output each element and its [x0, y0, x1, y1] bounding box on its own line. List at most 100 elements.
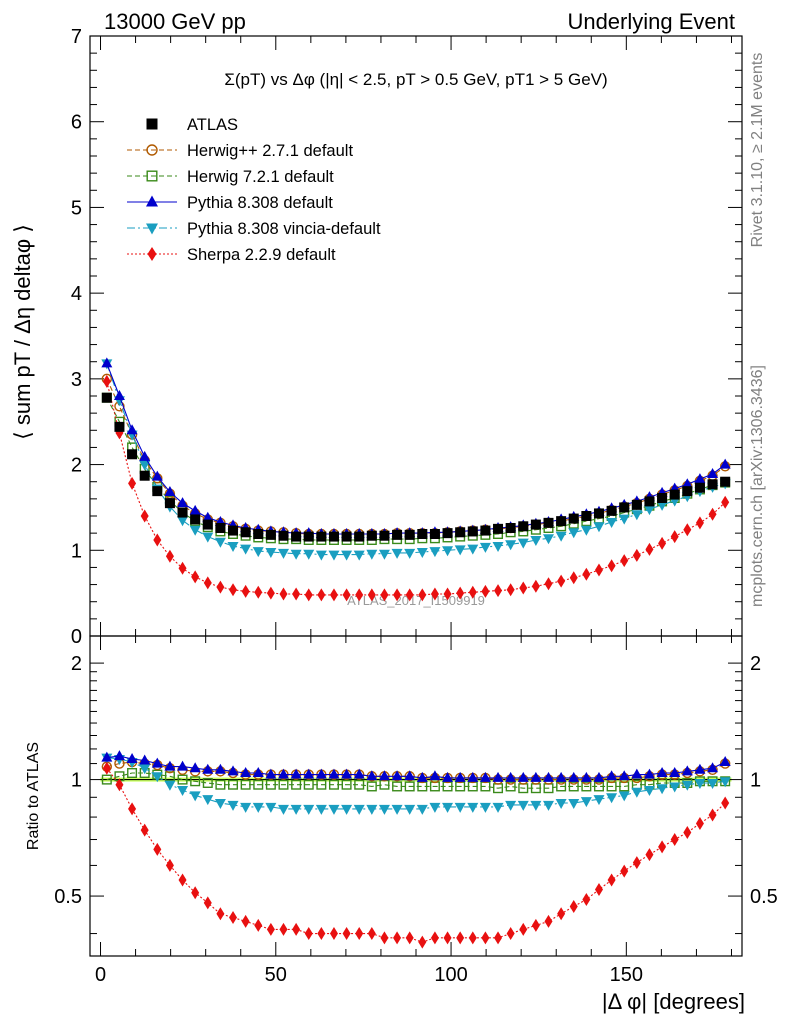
ratio-point: [164, 780, 176, 791]
ratio-point: [329, 927, 338, 941]
data-point: [253, 529, 264, 539]
ratio-point: [556, 781, 567, 792]
ratio-point: [202, 763, 214, 774]
data-point: [328, 531, 339, 542]
data-point: [720, 476, 731, 487]
legend-marker: [146, 118, 158, 130]
legend-marker: [147, 247, 157, 261]
data-point: [618, 514, 630, 525]
ratio-point: [670, 833, 679, 847]
ratio-point: [278, 779, 289, 790]
data-point: [303, 531, 314, 542]
ratio-point: [355, 927, 364, 941]
ratio-point: [492, 802, 504, 813]
x-tick-label: 0: [95, 964, 106, 986]
ratio-point: [721, 796, 730, 810]
ratio-point: [618, 770, 630, 781]
ratio-point: [582, 892, 591, 906]
ratio-point: [658, 840, 667, 854]
data-point: [468, 585, 477, 599]
ratio-point: [291, 779, 302, 790]
ratio-point: [643, 768, 655, 779]
data-point: [292, 587, 301, 601]
data-point: [593, 508, 604, 519]
data-point: [113, 390, 125, 400]
ratio-point: [442, 771, 454, 782]
data-point: [467, 544, 479, 555]
ratio-line: [106, 772, 726, 789]
data-point: [378, 549, 390, 560]
data-point: [203, 576, 212, 590]
ratio-point: [202, 777, 213, 788]
ratio-point: [214, 798, 226, 809]
y-tick-label: 2: [71, 455, 82, 477]
ratio-point: [341, 804, 353, 815]
data-point: [329, 588, 338, 602]
ratio-point: [631, 787, 643, 798]
data-point: [392, 529, 403, 540]
ratio-point: [367, 927, 376, 941]
data-point: [342, 588, 351, 602]
data-point: [241, 584, 250, 598]
ratio-tick-label-right: 2: [750, 653, 761, 675]
ratio-point: [254, 918, 263, 932]
ratio-point: [430, 931, 439, 945]
series-4: [101, 359, 731, 561]
data-point: [177, 507, 188, 518]
data-point: [177, 516, 189, 527]
data-point: [126, 424, 138, 435]
ratio-point: [594, 882, 603, 896]
data-point: [544, 577, 553, 591]
ratio-point: [404, 804, 416, 815]
data-point: [216, 580, 225, 594]
data-point: [670, 530, 679, 544]
ratio-point: [328, 779, 339, 790]
x-tick-label: 150: [610, 964, 643, 986]
data-point: [140, 509, 149, 523]
ratio-point: [454, 802, 466, 813]
ratio-point: [418, 935, 427, 949]
ratio-point: [568, 798, 580, 809]
x-tick-label: 100: [434, 964, 467, 986]
data-point: [227, 542, 239, 552]
data-point: [228, 525, 239, 536]
ratio-axis-title: Ratio to ATLAS: [25, 742, 42, 850]
ratio-point: [530, 800, 542, 811]
ratio-point: [568, 771, 580, 782]
legend-marker: [146, 195, 158, 207]
ratio-point: [178, 873, 187, 887]
data-point: [102, 374, 111, 388]
ratio-point: [342, 927, 351, 941]
data-point: [707, 468, 719, 478]
ratio-point: [128, 802, 137, 816]
data-point: [190, 514, 201, 525]
data-point: [101, 392, 112, 403]
ratio-point: [506, 927, 515, 941]
data-point: [303, 549, 315, 560]
data-point: [240, 527, 251, 538]
data-point: [152, 486, 163, 497]
ratio-point: [416, 771, 428, 782]
ratio-point: [429, 770, 441, 781]
ratio-point: [643, 785, 655, 796]
ratio-point: [607, 873, 616, 887]
ratio-tick-label-right: 0.5: [750, 886, 778, 908]
ratio-point: [189, 762, 201, 773]
ratio-point: [115, 778, 124, 792]
data-point: [606, 518, 618, 528]
series-line: [106, 381, 726, 596]
data-point: [315, 550, 327, 561]
ratio-point: [101, 751, 113, 762]
ratio-point: [580, 771, 592, 782]
data-point: [265, 548, 277, 558]
ratio-point: [241, 914, 250, 928]
ratio-point: [707, 778, 719, 789]
data-point: [481, 584, 490, 598]
ratio-point: [177, 774, 188, 785]
ratio-point: [366, 770, 378, 781]
data-point: [708, 507, 717, 521]
data-point: [643, 505, 655, 516]
ratio-point: [593, 771, 605, 782]
